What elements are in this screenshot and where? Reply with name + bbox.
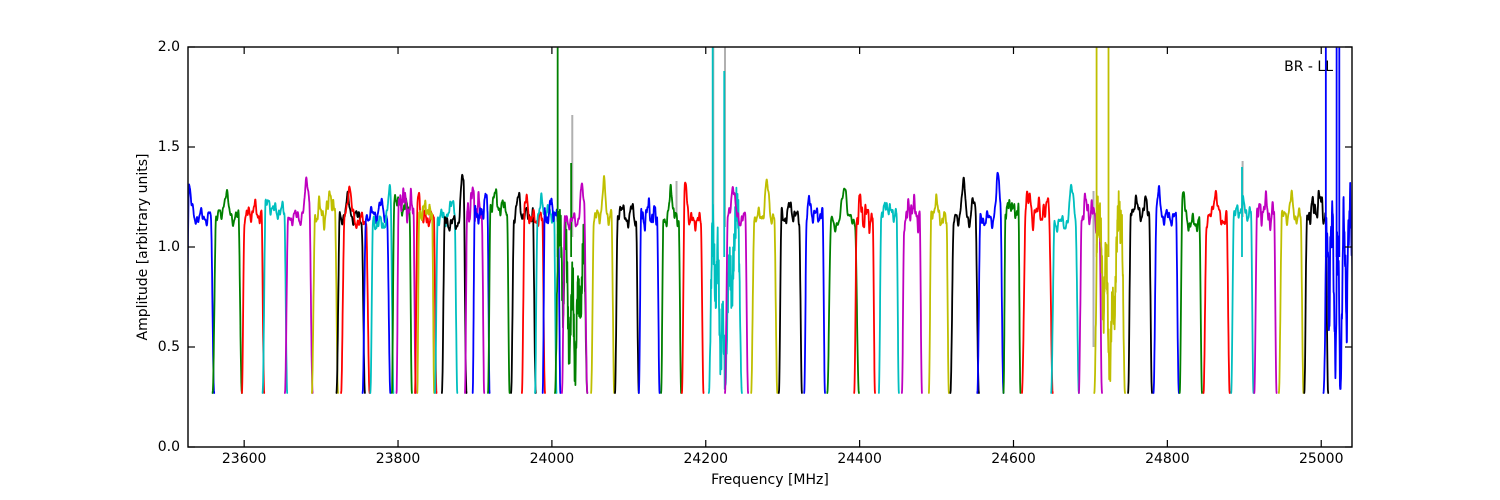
bandpass-segment-y — [416, 199, 436, 394]
bandpass-segment-m — [283, 176, 314, 394]
x-tick-label: 23800 — [375, 451, 421, 467]
bandpass-segment-b — [1152, 184, 1180, 394]
bandpass-segment-y — [1278, 189, 1305, 394]
bandpass-segment-g — [554, 208, 589, 394]
y-tick-label: 1.0 — [157, 239, 180, 255]
bandpass-segment-m — [901, 193, 923, 394]
bandpass-segment-b — [976, 171, 1005, 394]
bandpass-segment-r — [240, 198, 266, 394]
x-tick-label: 24400 — [837, 451, 882, 467]
bandpass-segment-g — [487, 188, 511, 394]
bandpass-segment-r — [681, 181, 705, 394]
bandpass-segment-b — [803, 194, 826, 394]
bandpass-segment-c — [878, 201, 900, 394]
bandpass-segment-g — [660, 183, 682, 394]
bandpass-segment-r — [521, 193, 546, 394]
bandpass-segment-m — [1253, 190, 1278, 394]
bandpass-segment-k — [335, 190, 366, 394]
bandpass-segment-k — [1303, 189, 1330, 394]
bandpass-segment-y — [590, 175, 616, 394]
x-tick-label: 24600 — [991, 451, 1036, 467]
bandpass-segment-b — [637, 197, 661, 394]
bandpass-segment-b — [471, 192, 491, 394]
bandpass-segment-y — [928, 193, 950, 394]
bandpass-segment-y — [1093, 190, 1126, 394]
bandpass-segment-k — [949, 176, 980, 394]
correlation-label: BR - LL — [1284, 59, 1333, 75]
y-tick-label: 0.0 — [157, 439, 180, 455]
bandpass-segment-k — [440, 173, 468, 394]
bandpass-segment-m — [395, 187, 417, 394]
bandpass-segment-c — [369, 183, 395, 394]
y-tick-label: 2.0 — [157, 39, 180, 55]
y-tick-label: 1.5 — [157, 139, 180, 155]
bandpass-segment-y — [310, 190, 339, 394]
bandpass-segment-r — [853, 193, 876, 394]
x-tick-label: 25000 — [1298, 451, 1344, 467]
bandpass-segment-k — [1127, 194, 1153, 394]
bandpass-segment-y — [750, 178, 779, 394]
bandpass-segment-b — [1322, 181, 1352, 394]
bandpass-segment-r — [1021, 190, 1054, 394]
bandpass-segment-m — [561, 182, 589, 394]
bandpass-segment-c — [261, 198, 289, 394]
bandpass-segment-c — [534, 192, 558, 394]
bandpass-segment-k — [614, 202, 640, 394]
bandpass-segment-c — [1050, 183, 1080, 394]
x-tick-label: 23600 — [221, 451, 267, 467]
bandpass-segment-r — [1202, 189, 1231, 394]
bandpass-segment-b — [188, 183, 216, 394]
bandpass-segment-r — [340, 185, 371, 394]
x-tick-label: 24800 — [1145, 451, 1190, 467]
bandpass-segment-m — [724, 185, 749, 394]
bandpass-segment-g — [390, 193, 413, 394]
bandpass-segment-c — [434, 199, 459, 394]
y-tick-label: 0.5 — [157, 339, 180, 355]
x-tick-label: 24000 — [529, 451, 575, 467]
x-axis-label: Frequency [MHz] — [711, 472, 829, 488]
bandpass-segment-g — [211, 188, 243, 394]
x-tick-label: 24200 — [683, 451, 729, 467]
bandpass-segment-g — [1002, 198, 1022, 394]
bandpass-segment-k — [777, 201, 803, 394]
bandpass-segment-g — [1178, 191, 1203, 394]
bandpass-segment-g — [826, 187, 860, 394]
plot-data-region — [188, 47, 1352, 394]
